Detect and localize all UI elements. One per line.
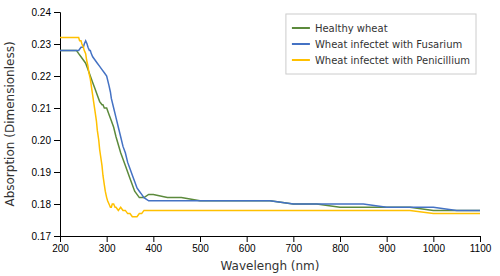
tick-mark: [54, 172, 60, 173]
tick: 0.24: [32, 7, 60, 18]
tick-mark: [107, 236, 108, 242]
x-axis: 200 300 400 500 600 700 800 900 1000 1100: [52, 236, 492, 254]
tick-label: 0.20: [32, 135, 52, 146]
y-axis: 0.17 0.18 0.19 0.20 0.21 0.22 0.23 0.24: [32, 7, 61, 242]
tick-label: 900: [379, 243, 396, 254]
tick-label: 500: [192, 243, 209, 254]
legend-item: Healthy wheat: [292, 23, 388, 34]
legend-swatch: [292, 27, 310, 29]
tick-label: 600: [239, 243, 256, 254]
tick: 1000: [423, 236, 446, 254]
tick: 0.21: [32, 103, 60, 114]
legend-swatch: [292, 59, 310, 61]
legend-box: [286, 14, 476, 74]
legend-label: Wheat infectet with Penicillium: [315, 55, 470, 66]
legend-label: Healthy wheat: [315, 23, 388, 34]
x-axis-title: Wavelengh (nm): [221, 259, 320, 273]
tick: 0.22: [32, 71, 60, 82]
tick: 800: [332, 236, 349, 254]
tick: 200: [52, 236, 69, 254]
tick: 0.17: [32, 231, 60, 242]
tick-label: 800: [332, 243, 349, 254]
plot: 200 300 400 500 600 700 800 900 1000 1100 0.17 0.18…: [32, 7, 492, 254]
tick-label: 0.23: [32, 39, 52, 50]
tick-label: 0.18: [32, 199, 52, 210]
series-line: [60, 38, 480, 217]
tick-mark: [54, 76, 60, 77]
tick-mark: [54, 236, 60, 237]
tick: 900: [379, 236, 396, 254]
tick-label: 0.17: [32, 231, 52, 242]
tick-mark: [54, 12, 60, 13]
tick-mark: [480, 236, 481, 242]
lines: [60, 38, 480, 217]
tick-label: 200: [52, 243, 69, 254]
tick-label: 400: [145, 243, 162, 254]
axis-line: [54, 13, 61, 237]
tick-mark: [54, 44, 60, 45]
tick-label: 0.19: [32, 167, 52, 178]
tick-label: 0.22: [32, 71, 52, 82]
legend-label: Wheat infectet with Fusarium: [315, 39, 462, 50]
tick: 400: [145, 236, 162, 254]
tick-label: 0.21: [32, 103, 52, 114]
tick-label: 300: [99, 243, 116, 254]
tick: 0.18: [32, 199, 60, 210]
tick-label: 0.24: [32, 7, 52, 18]
tick: 1100: [470, 236, 492, 254]
tick: 0.19: [32, 167, 60, 178]
y-axis-title: Absorption (Dimensionless): [3, 41, 17, 206]
tick: 0.23: [32, 39, 60, 50]
tick-label: 700: [285, 243, 302, 254]
tick-mark: [200, 236, 201, 242]
tick: 300: [99, 236, 116, 254]
tick-mark: [247, 236, 248, 242]
tick-mark: [153, 236, 154, 242]
tick-mark: [387, 236, 388, 242]
legend: Healthy wheat Wheat infectet with Fusariu…: [286, 14, 476, 74]
tick-mark: [54, 140, 60, 141]
tick: 600: [239, 236, 256, 254]
tick: 500: [192, 236, 209, 254]
tick-mark: [54, 108, 60, 109]
tick-label: 1100: [470, 243, 492, 254]
tick-mark: [293, 236, 294, 242]
tick-mark: [340, 236, 341, 242]
chart: 200 300 400 500 600 700 800 900 1000 1100 0.17 0.18…: [0, 0, 500, 276]
axis-line: [61, 237, 481, 243]
tick-mark: [433, 236, 434, 242]
tick: 700: [285, 236, 302, 254]
tick-mark: [54, 204, 60, 205]
legend-swatch: [292, 43, 310, 45]
legend-item: Wheat infectet with Penicillium: [292, 55, 470, 66]
tick: 0.20: [32, 135, 60, 146]
legend-item: Wheat infectet with Fusarium: [292, 39, 462, 50]
tick-label: 1000: [423, 243, 446, 254]
